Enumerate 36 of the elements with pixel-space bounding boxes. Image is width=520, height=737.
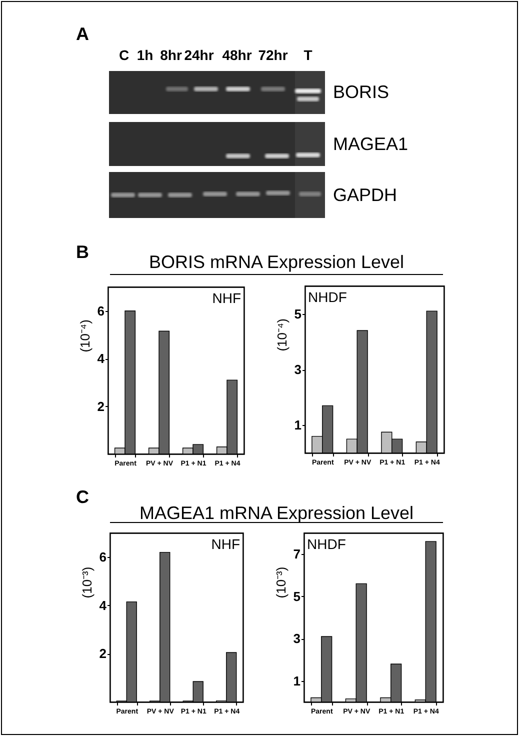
y-tick-label: 4 <box>97 351 106 366</box>
chart-subtitle: NHDF <box>307 536 346 552</box>
y-tick-label: 3 <box>294 362 302 377</box>
y-tick-label: 7 <box>293 546 300 562</box>
y-axis-title: (10⁻³) <box>274 566 288 598</box>
category-label: 24hr <box>184 47 214 63</box>
y-tick-label: 4 <box>99 598 108 613</box>
category-label: T <box>304 47 312 63</box>
text: A <box>76 24 89 44</box>
category-label: 72hr <box>258 47 288 63</box>
y-tick-label: 6 <box>99 550 106 565</box>
text: B <box>76 242 89 262</box>
y-tick-label: 5 <box>294 306 302 322</box>
y-axis-title: (10⁻³) <box>80 566 94 598</box>
y-tick-label: 1 <box>293 673 300 688</box>
category-label: MAGEA1 <box>333 134 408 154</box>
y-tick-label: 6 <box>97 303 104 318</box>
y-tick-label: 3 <box>293 631 300 646</box>
y-tick-label: 2 <box>99 646 106 662</box>
y-tick-label: 5 <box>293 588 300 604</box>
category-label: C <box>118 47 130 63</box>
chart-title: MAGEA1 mRNA Expression Level <box>139 503 414 523</box>
category-label: 48hr <box>222 47 252 63</box>
y-tick-label: 1 <box>294 418 302 433</box>
category-label: GAPDH <box>333 185 398 205</box>
y-tick-label: 2 <box>97 398 104 414</box>
chart-subtitle: NHF <box>212 290 241 306</box>
y-axis-title: (10⁻⁴) <box>78 320 92 352</box>
category-label: BORIS <box>333 82 390 102</box>
category-label: 8hr <box>160 47 182 63</box>
y-axis-title: (10⁻⁴) <box>274 318 290 352</box>
chart-subtitle: NHDF <box>308 289 347 305</box>
chart-title: BORIS mRNA Expression Level <box>148 252 404 272</box>
category-label: 1h <box>136 47 154 63</box>
text: C <box>76 487 89 507</box>
chart-subtitle: NHF <box>211 536 240 552</box>
